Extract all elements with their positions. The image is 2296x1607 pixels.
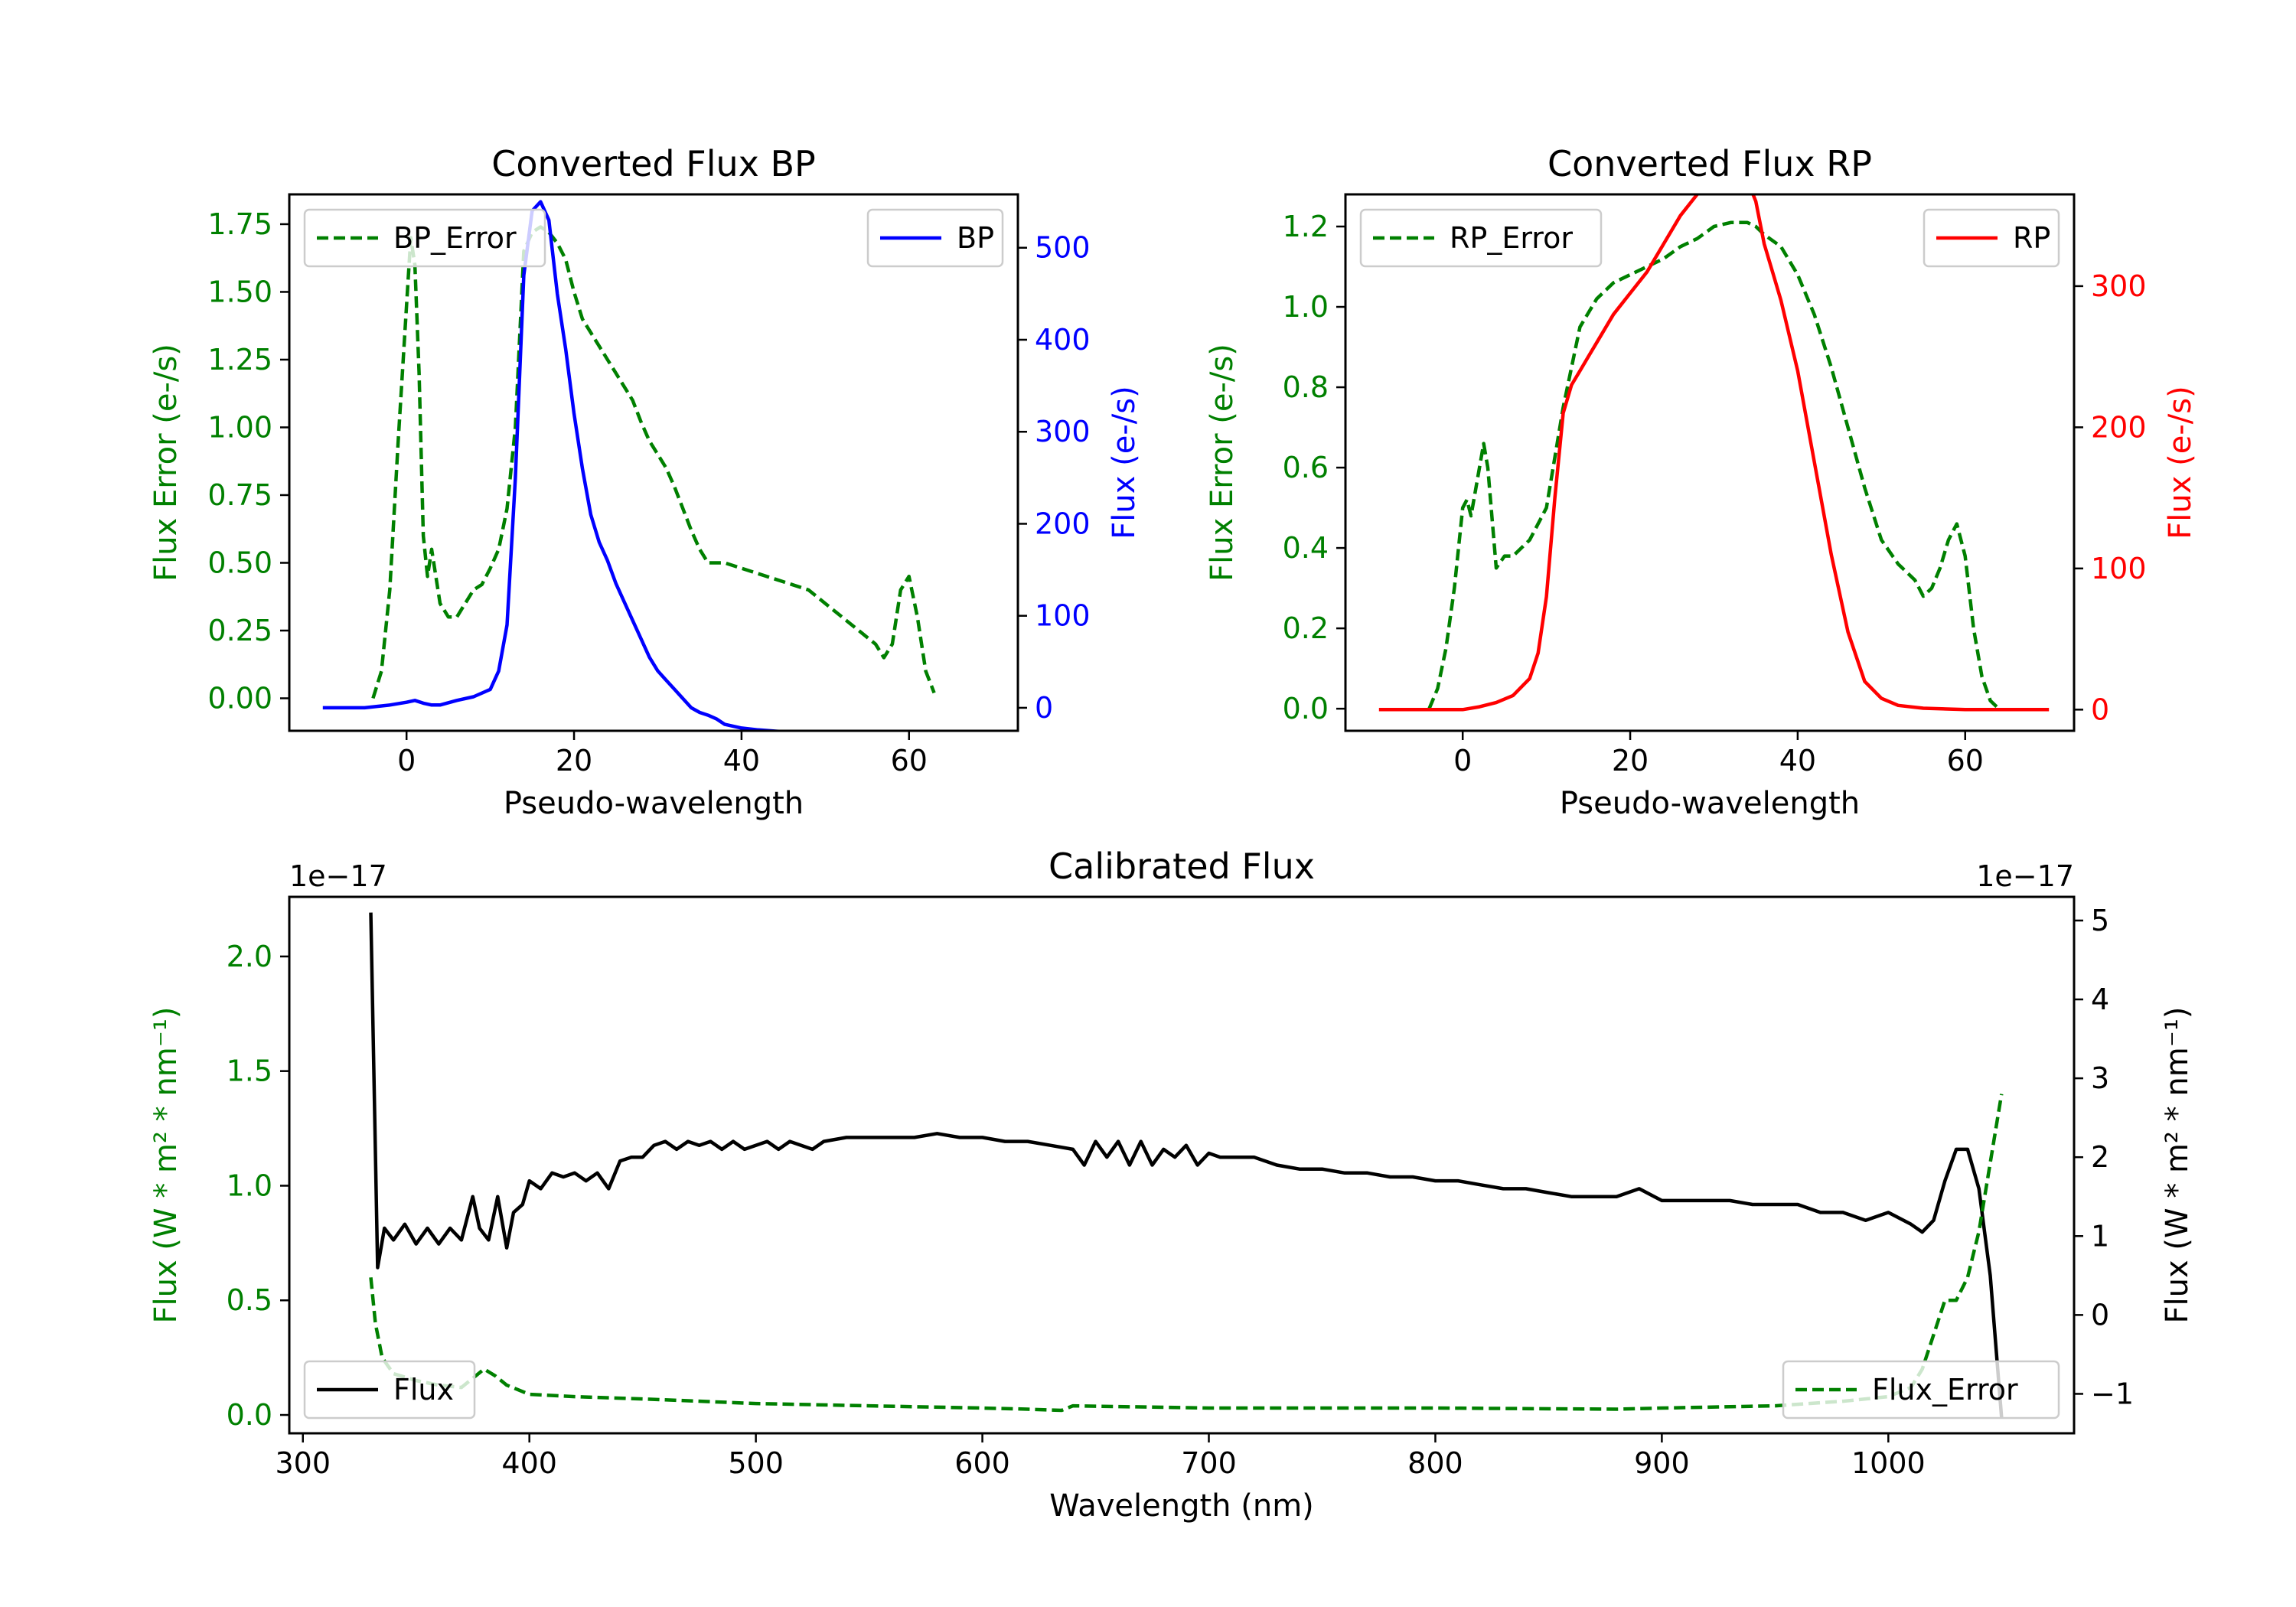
x-tick-label: 20 <box>1612 744 1649 777</box>
x-tick-label: 0 <box>1453 744 1472 777</box>
y-right-offset-label: 1e−17 <box>1976 859 2074 893</box>
y-left-tick-label: 1.5 <box>227 1054 272 1088</box>
x-axis-label: Pseudo-wavelength <box>1560 786 1860 821</box>
legend-bp-error: BP_Error <box>303 208 546 268</box>
legend-flux: Flux <box>303 1360 476 1420</box>
series-bp-error-line <box>371 225 936 699</box>
y-right-tick-label: −1 <box>2091 1377 2134 1410</box>
x-tick-label: 60 <box>1947 744 1984 777</box>
legend-label: BP_Error <box>393 221 517 255</box>
legend-label: Flux <box>393 1373 454 1407</box>
y-right-tick-label: 400 <box>1035 323 1091 357</box>
x-tick-label: 60 <box>891 744 928 777</box>
x-axis-label: Wavelength (nm) <box>1049 1488 1314 1524</box>
y-right-tick-label: 200 <box>2091 410 2147 444</box>
series-rp-line <box>1378 194 2050 712</box>
y-left-tick-label: 2.0 <box>227 940 272 973</box>
y-left-tick-label: 0.5 <box>227 1283 272 1317</box>
y-right-tick-label: 300 <box>2091 269 2147 303</box>
y-left-tick-label: 1.25 <box>207 343 272 376</box>
x-tick-label: 300 <box>275 1446 331 1480</box>
y-left-tick-label: 0.0 <box>227 1398 272 1432</box>
x-tick-label: 800 <box>1407 1446 1463 1480</box>
y-right-tick-label: 1 <box>2091 1219 2109 1253</box>
series-rp-error-line <box>1427 220 2001 710</box>
plot-area <box>369 912 2004 1418</box>
axes-frame <box>288 895 2076 1435</box>
axes-frame <box>288 193 1019 732</box>
y-left-tick-label: 1.0 <box>227 1169 272 1202</box>
chart-title: Converted Flux BP <box>491 143 816 184</box>
y-left-tick-label: 0.25 <box>207 614 272 647</box>
y-left-axis-label: Flux (W * m² * nm⁻¹) <box>148 1007 184 1324</box>
y-left-tick-label: 0.2 <box>1283 611 1329 645</box>
y-right-tick-label: 3 <box>2091 1061 2109 1095</box>
legend-flux-error: Flux_Error <box>1782 1360 2060 1420</box>
x-tick-label: 0 <box>397 744 416 777</box>
legend-label: RP <box>2013 221 2050 255</box>
y-left-tick-label: 0.0 <box>1283 692 1329 725</box>
y-left-tick-label: 0.4 <box>1283 531 1329 565</box>
legend-rp-error: RP_Error <box>1359 208 1603 268</box>
y-left-tick-label: 1.00 <box>207 410 272 444</box>
x-tick-label: 20 <box>556 744 592 777</box>
x-tick-label: 40 <box>723 744 760 777</box>
y-left-offset-label: 1e−17 <box>289 859 387 893</box>
x-tick-label: 1000 <box>1851 1446 1926 1480</box>
y-right-axis-label: Flux (W * m² * nm⁻¹) <box>2160 1007 2195 1324</box>
legend-label: RP_Error <box>1450 221 1573 255</box>
x-tick-label: 400 <box>501 1446 557 1480</box>
legend-box <box>1782 1360 2060 1420</box>
chart-3: Calibrated Flux 300 400 500 600 700 800 900 1000… <box>148 846 2195 1524</box>
y-left-tick-label: 0.75 <box>207 478 272 512</box>
y-left-tick-label: 1.75 <box>207 207 272 241</box>
series-flux-error-line <box>369 1094 2004 1413</box>
x-tick-label: 900 <box>1634 1446 1690 1480</box>
y-right-axis-label: Flux (e-/s) <box>2163 386 2198 539</box>
legend-label: BP <box>957 221 994 255</box>
series-bp-line <box>322 200 802 731</box>
y-right-tick-label: 200 <box>1035 507 1091 540</box>
y-right-tick-label: 500 <box>1035 231 1091 265</box>
y-left-tick-label: 0.6 <box>1283 451 1329 484</box>
legend-label: Flux_Error <box>1872 1373 2018 1407</box>
y-right-tick-label: 0 <box>2091 693 2109 726</box>
y-right-tick-label: 0 <box>2091 1298 2109 1332</box>
y-right-axis-label: Flux (e-/s) <box>1107 386 1142 539</box>
plot-area <box>1378 194 2050 712</box>
y-left-axis-label: Flux Error (e-/s) <box>148 344 184 582</box>
y-right-tick-label: 100 <box>2091 552 2147 585</box>
x-axis-label: Pseudo-wavelength <box>504 786 804 821</box>
chart-1: Converted Flux BP 0 20 40 60 Pseudo-wavelengt… <box>148 143 1142 821</box>
y-left-tick-label: 0.00 <box>207 682 272 715</box>
legend-box <box>303 208 546 268</box>
y-right-tick-label: 300 <box>1035 415 1091 448</box>
y-right-tick-label: 0 <box>1035 691 1053 725</box>
y-right-tick-label: 4 <box>2091 983 2109 1016</box>
legend-box <box>1359 208 1603 268</box>
y-left-tick-label: 1.2 <box>1283 210 1329 243</box>
x-tick-label: 40 <box>1779 744 1816 777</box>
series-flux-line <box>369 912 2004 1418</box>
x-tick-label: 500 <box>728 1446 784 1480</box>
legend-box <box>303 1360 476 1420</box>
chart-2: Converted Flux RP 0 20 40 60 Pseudo-wavelengt… <box>1205 143 2198 821</box>
y-left-axis-label: Flux Error (e-/s) <box>1205 344 1240 582</box>
y-right-tick-label: 100 <box>1035 599 1091 633</box>
x-tick-label: 600 <box>954 1446 1010 1480</box>
y-left-tick-label: 0.8 <box>1283 370 1329 404</box>
y-right-tick-label: 2 <box>2091 1140 2109 1174</box>
legend-rp: RP <box>1923 208 2060 268</box>
y-left-tick-label: 1.50 <box>207 275 272 308</box>
axes-frame <box>1344 193 2076 732</box>
x-tick-label: 700 <box>1181 1446 1237 1480</box>
y-left-tick-label: 0.50 <box>207 546 272 579</box>
chart-title: Converted Flux RP <box>1548 143 1872 184</box>
y-left-tick-label: 1.0 <box>1283 290 1329 324</box>
y-right-tick-label: 5 <box>2091 904 2109 937</box>
chart-title: Calibrated Flux <box>1049 846 1315 887</box>
legend-bp: BP <box>866 208 1004 268</box>
plot-area <box>322 200 936 731</box>
